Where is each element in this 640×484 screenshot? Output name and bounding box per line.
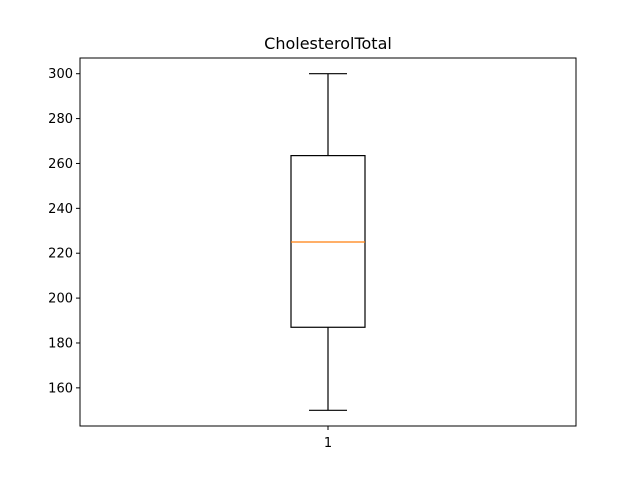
y-tick-label-180: 180 xyxy=(48,336,73,351)
y-tick-label-260: 260 xyxy=(48,157,73,172)
y-tick-label-240: 240 xyxy=(48,202,73,217)
y-tick-label-220: 220 xyxy=(48,247,73,262)
x-tick-label-1: 1 xyxy=(324,436,332,451)
plot-area: 160 180 200 220 240 260 280 300 1 xyxy=(48,57,577,451)
y-tick-label-160: 160 xyxy=(48,381,73,396)
y-tick-label-200: 200 xyxy=(48,292,73,307)
y-tick-label-280: 280 xyxy=(48,112,73,127)
chart-title: CholesterolTotal xyxy=(264,34,392,53)
y-tick-label-300: 300 xyxy=(48,67,73,82)
